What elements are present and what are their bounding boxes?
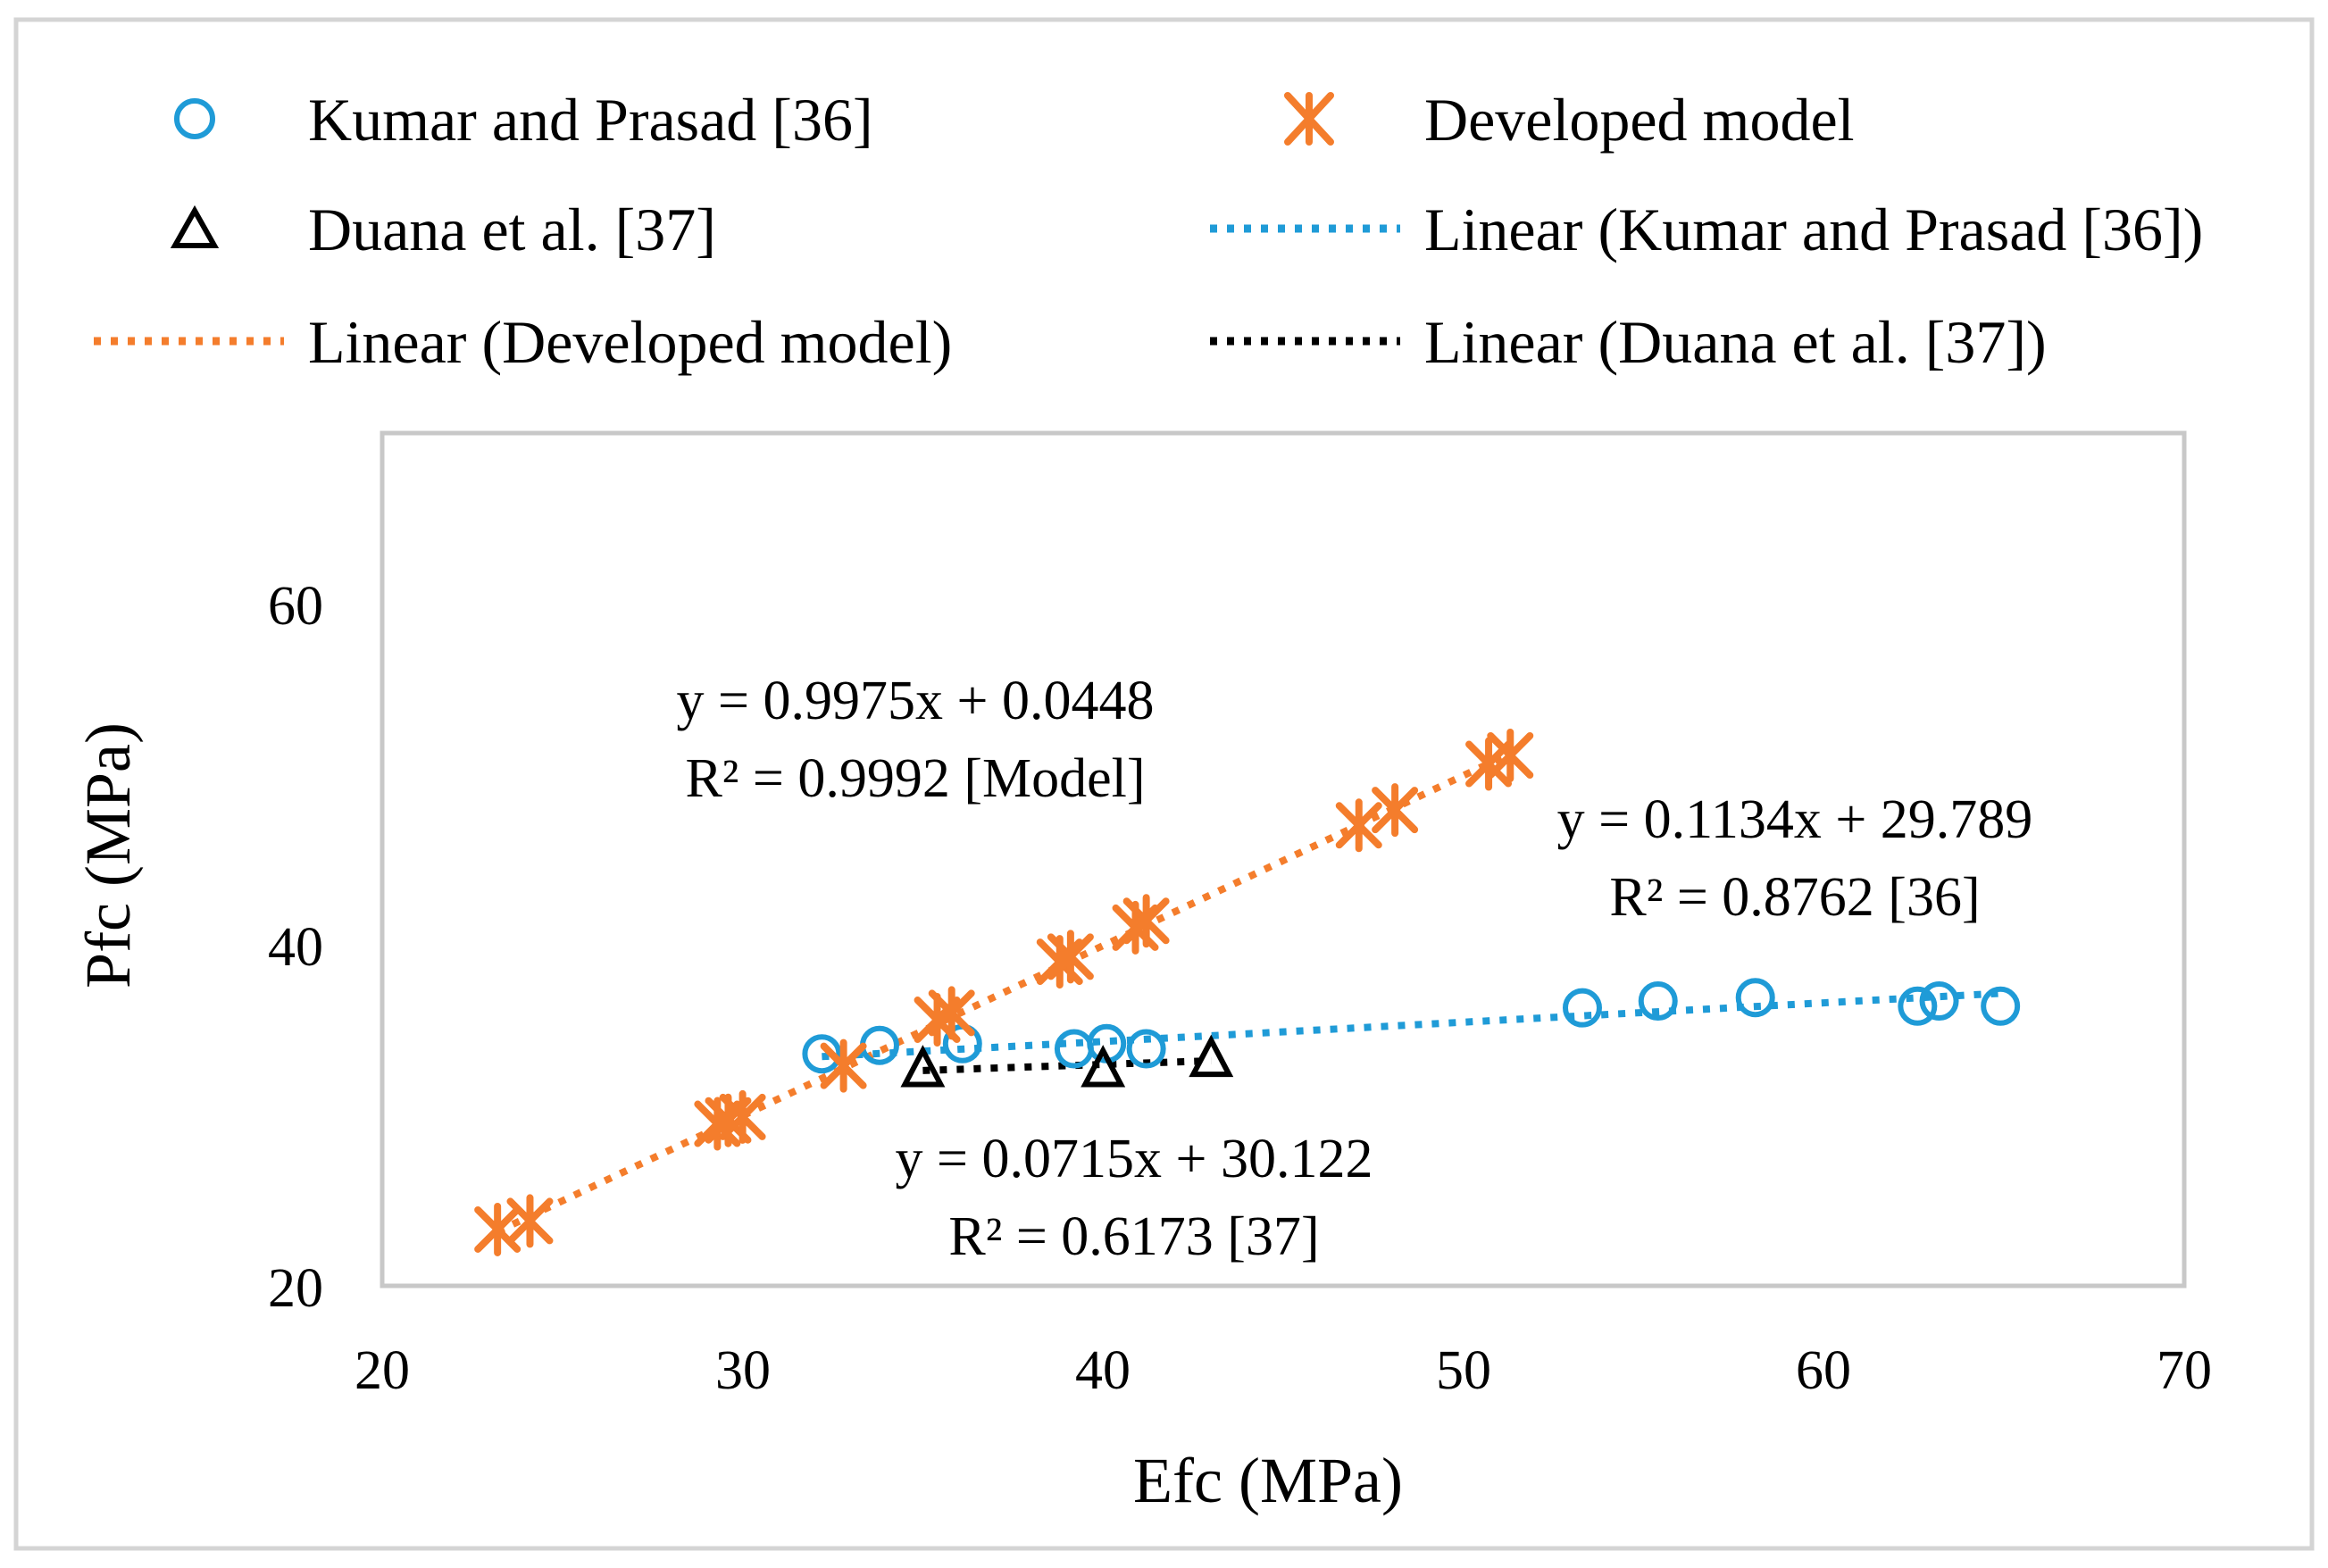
trendline-1: [496, 750, 1512, 1235]
legend-asterisk-icon: [1284, 92, 1334, 146]
data-point-circle: [1981, 986, 2021, 1026]
legend-label-linear-developed: Linear (Developed model): [308, 308, 952, 376]
data-point-triangle: [900, 1045, 946, 1088]
data-point-circle: [1126, 1029, 1166, 1069]
equation-developed: y = 0.9975x + 0.0448: [677, 671, 1155, 731]
legend-item-linear-developed: Linear (Developed model): [94, 308, 952, 376]
legend-triangle-icon: [170, 204, 220, 248]
x-axis-title: Efc (MPa): [1133, 1445, 1403, 1516]
data-point-circle: [802, 1034, 842, 1074]
x-tick-label: 60: [1796, 1340, 1851, 1401]
x-tick-label: 50: [1436, 1340, 1491, 1401]
data-point-circle: [1898, 986, 1938, 1026]
x-tick-label: 70: [2157, 1340, 2212, 1401]
annotations: y = 0.9975x + 0.0448 R² = 0.9992 [Model]…: [677, 671, 2033, 1267]
data-point-circle: [1735, 978, 1775, 1018]
data-point-asterisk: [1047, 930, 1094, 984]
data-point-asterisk: [1122, 894, 1170, 948]
legend-circle-icon: [174, 98, 215, 139]
legend-label-linear-duana: Linear (Duana et al. [37]): [1424, 308, 2047, 376]
x-tick-label: 40: [1075, 1340, 1131, 1401]
data-point-circle: [1919, 981, 1959, 1022]
legend-item-duana: Duana et al. [37]: [170, 196, 716, 263]
legend-item-kumar: Kumar and Prasad [36]: [174, 86, 873, 154]
x-tick-label: 30: [715, 1340, 771, 1401]
data-point-asterisk: [928, 986, 975, 1040]
trendlines: [496, 750, 2001, 1235]
y-axis-title: Pfc (MPa): [72, 722, 144, 988]
x-axis-ticks: 20 30 40 50 60 70: [355, 1340, 2212, 1401]
y-tick-label: 20: [268, 1258, 323, 1319]
legend-label-developed: Developed model: [1424, 86, 1855, 154]
data-markers: [474, 728, 2021, 1256]
legend-item-developed: Developed model: [1284, 86, 1855, 154]
equation-duana: y = 0.0715x + 30.122: [896, 1129, 1373, 1189]
equation-kumar: y = 0.1134x + 29.789: [1557, 789, 2033, 850]
y-tick-label: 40: [268, 917, 323, 978]
legend-label-kumar: Kumar and Prasad [36]: [308, 86, 873, 154]
r2-kumar: R² = 0.8762 [36]: [1609, 867, 1980, 928]
r2-developed: R² = 0.9992 [Model]: [685, 748, 1145, 809]
data-point-asterisk: [506, 1194, 554, 1248]
data-point-triangle: [1189, 1034, 1234, 1078]
legend-label-duana: Duana et al. [37]: [308, 196, 716, 263]
x-tick-label: 20: [355, 1340, 410, 1401]
data-point-asterisk: [719, 1089, 766, 1144]
data-point-circle: [1562, 988, 1602, 1028]
data-point-circle: [1638, 981, 1678, 1022]
data-point-asterisk: [820, 1038, 867, 1093]
data-point-asterisk: [1335, 798, 1382, 853]
legend-item-linear-duana: Linear (Duana et al. [37]): [1210, 308, 2047, 376]
r2-duana: R² = 0.6173 [37]: [948, 1206, 1319, 1267]
trendline-2: [922, 1056, 1212, 1074]
data-point-triangle: [1081, 1045, 1126, 1088]
data-point-asterisk: [1372, 783, 1419, 838]
y-axis-ticks: 20 40 60: [268, 576, 323, 1319]
legend-item-linear-kumar: Linear (Kumar and Prasad [36]): [1210, 196, 2203, 263]
data-point-asterisk: [1487, 728, 1534, 782]
y-tick-label: 60: [268, 576, 323, 637]
legend: Kumar and Prasad [36] Developed model Du…: [94, 86, 2203, 376]
legend-label-linear-kumar: Linear (Kumar and Prasad [36]): [1424, 196, 2203, 263]
